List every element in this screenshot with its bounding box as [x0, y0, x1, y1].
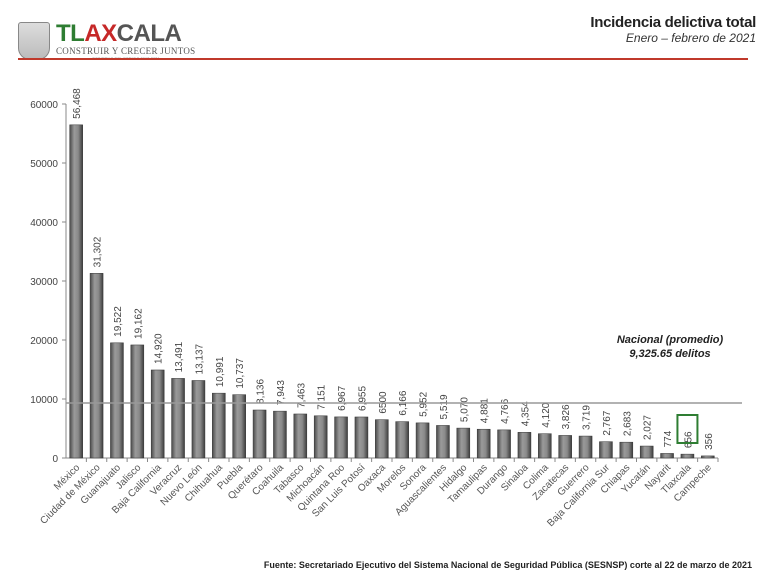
- bar-Durango: [497, 429, 511, 459]
- bar-Sonora: [415, 422, 430, 459]
- bar-Yucatán: [639, 445, 654, 459]
- data-label: 7,943: [276, 380, 287, 405]
- data-label: 10,737: [235, 358, 246, 389]
- data-label: 656: [683, 431, 694, 448]
- y-tick-label: 20000: [30, 336, 58, 347]
- data-label: 4,766: [500, 398, 511, 423]
- y-tick-label: 0: [52, 454, 58, 465]
- data-label: 56,468: [72, 88, 83, 119]
- logo-wordmark: TLAXCALA: [56, 20, 182, 47]
- bar-Coahuila: [273, 410, 287, 459]
- data-label: 774: [663, 430, 674, 447]
- average-value: 9,325.65 delitos: [629, 348, 711, 360]
- data-label: 5,519: [439, 394, 450, 419]
- data-label: 3,719: [582, 405, 593, 430]
- header-rule: [18, 58, 748, 60]
- data-label: 19,522: [113, 306, 124, 337]
- bar-Nuevo León: [191, 380, 206, 459]
- data-label: 4,120: [541, 402, 552, 427]
- bar-Jalisco: [130, 344, 145, 459]
- y-tick-label: 50000: [30, 159, 58, 170]
- bar-Tabasco: [293, 413, 308, 459]
- data-label: 8,136: [256, 379, 267, 404]
- data-label: 13,137: [194, 343, 205, 374]
- bar-Chiapas: [619, 441, 634, 459]
- data-label: 3,826: [561, 404, 572, 429]
- coat-of-arms-icon: [18, 22, 50, 60]
- bar-Nayarit: [660, 453, 674, 459]
- y-tick-label: 60000: [30, 100, 58, 111]
- title-block: Incidencia delictiva total Enero – febre…: [590, 14, 756, 45]
- bar-Aguascalientes: [436, 425, 450, 459]
- data-label: 2,683: [622, 411, 633, 436]
- page-title: Incidencia delictiva total: [590, 14, 756, 31]
- bar-Veracruz: [171, 378, 185, 459]
- data-label: 5,952: [419, 391, 430, 416]
- bar-Baja California Sur: [599, 441, 613, 459]
- logo-motto: CONSTRUIR Y CRECER JUNTOS: [56, 46, 196, 56]
- bar-Hidalgo: [456, 427, 471, 459]
- data-label: 31,302: [93, 236, 104, 267]
- data-label: 5,070: [459, 397, 470, 422]
- data-label: 4,354: [520, 401, 531, 426]
- average-label: Nacional (promedio): [616, 334, 724, 346]
- bar-Tlaxcala: [680, 453, 695, 459]
- bar-Guerrero: [578, 435, 593, 459]
- data-label: 356: [704, 433, 715, 450]
- bar-Ciudad de México: [89, 273, 104, 459]
- y-tick-label: 10000: [30, 395, 58, 406]
- y-tick-label: 40000: [30, 218, 58, 229]
- page-subtitle: Enero – febrero de 2021: [625, 31, 756, 45]
- bar-Quintana Roo: [334, 416, 348, 459]
- bar-Baja California: [150, 369, 165, 459]
- bar-Guanajuato: [110, 342, 124, 459]
- bar-Sinaloa: [517, 432, 532, 459]
- highlight-box: [676, 414, 699, 444]
- data-label: 6,955: [357, 386, 368, 411]
- bar-Colima: [538, 433, 552, 459]
- data-label: 10,991: [215, 356, 226, 387]
- bar-Campeche: [701, 455, 715, 459]
- data-label: 6,967: [337, 385, 348, 410]
- bar-San Luis Potosí: [354, 416, 369, 459]
- bar-Chihuahua: [212, 392, 226, 459]
- bar-Morelos: [395, 421, 409, 459]
- bar-México: [69, 124, 83, 459]
- data-label: 7,151: [317, 384, 328, 409]
- bar-Tamaulipas: [476, 428, 491, 459]
- data-label: 2,027: [643, 415, 654, 440]
- bar-Puebla: [232, 394, 246, 459]
- y-tick-label: 30000: [30, 277, 58, 288]
- average-annotation: Nacional (promedio) 9,325.65 delitos: [600, 333, 740, 361]
- data-label: 2,767: [602, 410, 613, 435]
- bar-Michoacán: [313, 415, 328, 459]
- source-note: Fuente: Secretariado Ejecutivo del Siste…: [263, 560, 752, 570]
- bar-Zacatecas: [558, 435, 572, 459]
- bar-Oaxaca: [375, 419, 389, 459]
- data-label: 19,162: [133, 308, 144, 339]
- data-label: 4,881: [480, 398, 491, 423]
- bar-Querétaro: [252, 409, 267, 459]
- data-label: 13,491: [174, 341, 185, 372]
- data-label: 14,920: [154, 333, 165, 364]
- data-label: 7,463: [296, 383, 307, 408]
